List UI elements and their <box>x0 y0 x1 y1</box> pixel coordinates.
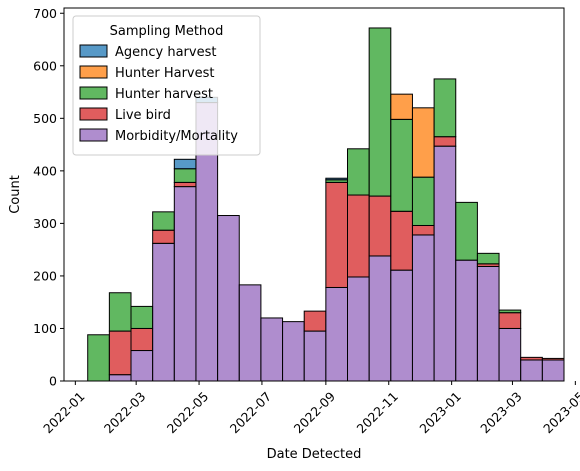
y-tick-label: 600 <box>33 58 57 73</box>
x-tick-label: 2022-05 <box>164 389 212 437</box>
bar-segment <box>433 145 457 382</box>
x-tick-label: 2023-03 <box>477 389 525 437</box>
bar-segment <box>217 215 240 382</box>
bar-segment <box>347 148 370 196</box>
y-tick-label: 0 <box>49 374 57 389</box>
y-tick-label: 300 <box>33 216 57 231</box>
bar-segment <box>325 286 349 382</box>
bar-segment <box>130 327 154 352</box>
bar-segment <box>173 168 197 183</box>
bar-segment <box>390 118 413 212</box>
bar-segment <box>411 107 435 178</box>
y-axis-label: Count <box>8 175 23 214</box>
legend-box <box>72 15 261 156</box>
bar-segment <box>238 284 262 382</box>
bar-segment <box>368 255 392 382</box>
legend-entry: Agency harvest <box>115 45 216 60</box>
legend-entry: Hunter Harvest <box>115 66 214 81</box>
x-tick-label: 2022-07 <box>227 389 275 437</box>
legend-entry: Hunter harvest <box>115 87 213 102</box>
x-tick-label: 2023-05 <box>540 389 580 437</box>
bar-segment <box>390 93 413 120</box>
bar-segment <box>455 259 478 382</box>
bar-segment <box>498 327 522 382</box>
legend-swatch <box>79 65 108 79</box>
x-tick-label: 2022-03 <box>101 389 149 437</box>
bar-segment <box>498 309 522 314</box>
bar-segment <box>173 186 197 382</box>
x-axis-label: Date Detected <box>267 447 362 462</box>
legend-swatch <box>79 128 108 142</box>
bar-segment <box>411 234 435 382</box>
bar-segment <box>498 312 522 329</box>
bar-segment <box>433 78 457 138</box>
bar-segment <box>390 269 413 382</box>
legend: Sampling Method Agency harvest Hunter Harv… <box>72 15 261 156</box>
y-tick-label: 200 <box>33 268 57 283</box>
bar-segment <box>541 357 565 361</box>
bar-segment <box>130 305 154 329</box>
legend-entry: Morbidity/Mortality <box>115 129 238 144</box>
bar-segment <box>152 211 175 231</box>
legend-entry: Live bird <box>115 108 171 123</box>
bar-segment <box>173 181 197 188</box>
y-tick-label: 500 <box>33 111 57 126</box>
bar-segment <box>303 330 327 382</box>
y-tick-label: 400 <box>33 163 57 178</box>
bar-segment <box>390 210 413 271</box>
bar-segment <box>347 194 370 278</box>
y-axis: 0 100 200 300 400 500 600 700 <box>33 6 64 389</box>
bar-segment <box>108 292 132 332</box>
y-tick-label: 700 <box>33 6 57 21</box>
bars-layer <box>87 27 565 382</box>
bar-segment <box>108 330 132 376</box>
x-tick-label: 2022-11 <box>354 389 402 437</box>
bar-segment <box>368 27 392 197</box>
bar-segment <box>520 356 543 361</box>
legend-swatch <box>79 44 108 58</box>
bar-segment <box>325 181 349 288</box>
y-tick-label: 100 <box>33 321 57 336</box>
bar-segment <box>455 201 478 261</box>
bar-segment <box>411 176 435 226</box>
bar-segment <box>476 252 500 265</box>
bar-segment <box>130 350 154 382</box>
x-axis: 2022-01 2022-03 2022-05 2022-07 2022-09 2022-… <box>40 381 580 436</box>
bar-segment <box>347 276 370 382</box>
x-tick-label: 2022-09 <box>291 389 339 437</box>
plot-frame <box>63 7 565 382</box>
bar-segment <box>541 359 565 382</box>
bar-segment <box>411 224 435 236</box>
bar-segment <box>87 334 110 382</box>
bar-segment <box>108 374 132 382</box>
bar-segment <box>282 321 305 382</box>
bar-segment <box>173 158 197 170</box>
bar-segment <box>368 195 392 257</box>
bar-segment <box>325 177 349 181</box>
legend-title: Sampling Method <box>110 24 224 39</box>
bar-segment <box>303 310 327 332</box>
bar-segment <box>152 242 175 382</box>
bar-segment <box>260 317 284 382</box>
bar-segment <box>476 265 500 382</box>
bar-segment <box>152 229 175 244</box>
legend-swatch <box>79 107 108 121</box>
x-tick-label: 2023-01 <box>416 389 464 437</box>
bar-segment <box>433 136 457 147</box>
legend-swatch <box>79 86 108 100</box>
x-tick-label: 2022-01 <box>40 389 88 437</box>
bar-segment <box>520 359 543 382</box>
